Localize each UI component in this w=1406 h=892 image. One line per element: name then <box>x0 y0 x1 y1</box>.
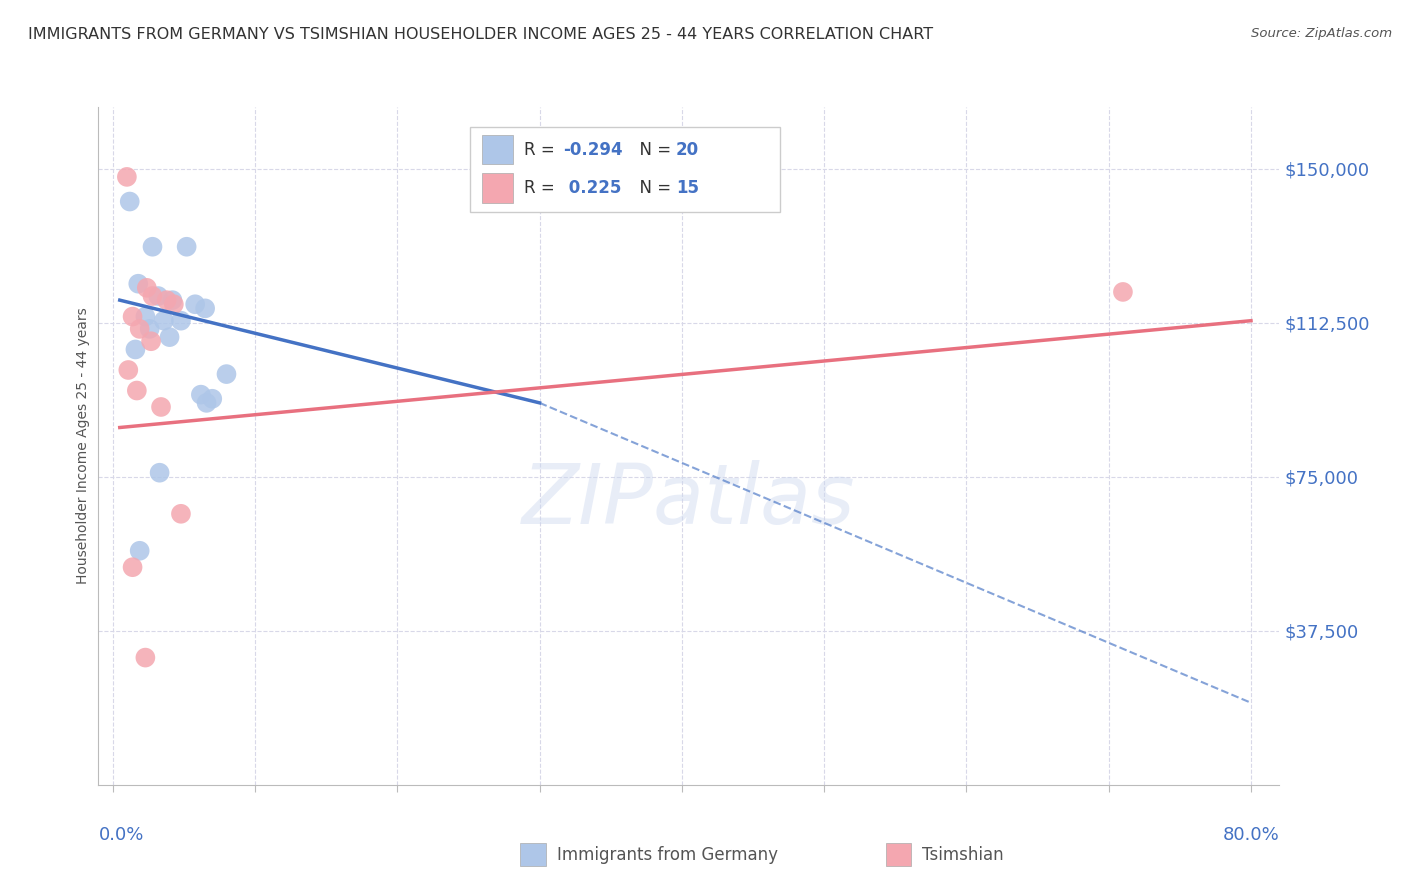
Text: N =: N = <box>630 179 676 197</box>
Text: 15: 15 <box>676 179 699 197</box>
Text: 0.0%: 0.0% <box>98 826 143 844</box>
Point <box>141 240 163 254</box>
Point <box>135 281 157 295</box>
Point <box>150 400 173 414</box>
Point <box>163 297 186 311</box>
Point <box>134 310 156 324</box>
Y-axis label: Householder Income Ages 25 - 44 years: Householder Income Ages 25 - 44 years <box>76 308 90 584</box>
Text: Immigrants from Germany: Immigrants from Germany <box>557 846 778 863</box>
Point <box>121 560 143 574</box>
Point <box>149 466 172 480</box>
Point <box>127 277 149 291</box>
Point <box>184 297 207 311</box>
Text: R =: R = <box>524 179 560 197</box>
Point <box>134 650 156 665</box>
Point <box>153 314 176 328</box>
Point <box>170 314 193 328</box>
Point <box>162 293 184 307</box>
Point <box>121 310 143 324</box>
Text: -0.294: -0.294 <box>564 141 623 159</box>
Point <box>156 293 179 307</box>
Text: Tsimshian: Tsimshian <box>922 846 1004 863</box>
Point <box>190 387 212 401</box>
Point <box>128 322 150 336</box>
Text: N =: N = <box>630 141 676 159</box>
Point <box>170 507 193 521</box>
Text: R =: R = <box>524 141 560 159</box>
Point <box>141 289 163 303</box>
Point <box>128 543 150 558</box>
Point <box>117 363 139 377</box>
Point <box>159 330 181 344</box>
Point <box>124 343 146 357</box>
Text: IMMIGRANTS FROM GERMANY VS TSIMSHIAN HOUSEHOLDER INCOME AGES 25 - 44 YEARS CORRE: IMMIGRANTS FROM GERMANY VS TSIMSHIAN HOU… <box>28 27 934 42</box>
Text: 20: 20 <box>676 141 699 159</box>
Point <box>1112 285 1135 299</box>
Text: ZIPatlas: ZIPatlas <box>522 459 856 541</box>
Text: 80.0%: 80.0% <box>1223 826 1279 844</box>
Point <box>125 384 148 398</box>
Point <box>201 392 224 406</box>
Point <box>118 194 141 209</box>
Point <box>138 322 160 336</box>
Point <box>215 367 238 381</box>
Point <box>176 240 198 254</box>
Point <box>115 169 138 184</box>
Point <box>139 334 162 349</box>
Text: Source: ZipAtlas.com: Source: ZipAtlas.com <box>1251 27 1392 40</box>
Text: 0.225: 0.225 <box>564 179 621 197</box>
Point <box>195 396 218 410</box>
Point <box>194 301 217 316</box>
Point <box>148 289 170 303</box>
